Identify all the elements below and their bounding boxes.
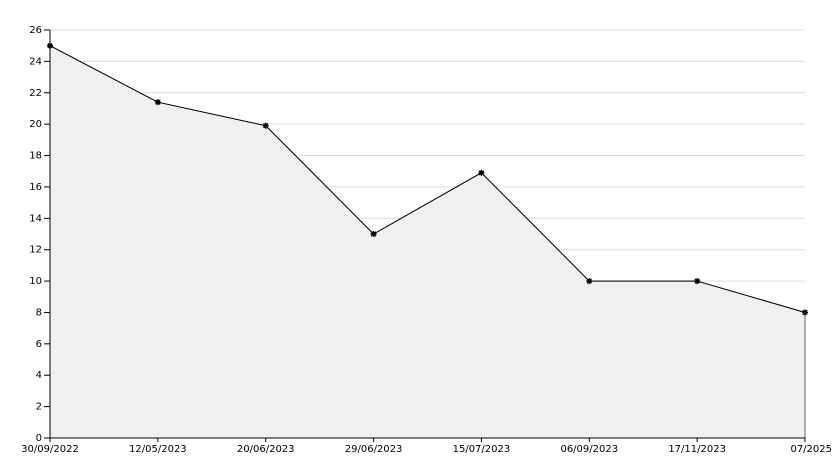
y-tick-label: 6 (36, 339, 42, 350)
area-fill (49, 45, 806, 439)
y-tick-label: 14 (29, 213, 42, 224)
x-tick-label: 06/09/2023 (560, 444, 618, 455)
x-tick-label: 07/2025 (790, 444, 832, 455)
point-marker (478, 169, 485, 176)
x-tick-label: 29/06/2023 (345, 444, 403, 455)
y-tick-label: 22 (29, 88, 42, 99)
x-tick-label: 12/05/2023 (129, 444, 187, 455)
x-tick-label: 20/06/2023 (237, 444, 295, 455)
y-tick-label: 24 (29, 56, 42, 67)
y-tick-label: 2 (36, 402, 42, 413)
point-marker (802, 309, 808, 316)
x-tick-label: 15/07/2023 (453, 444, 511, 455)
y-tick-label: 16 (29, 182, 42, 193)
y-tick-label: 8 (36, 307, 42, 318)
y-tick-label: 0 (36, 433, 42, 444)
y-tick-label: 18 (29, 151, 42, 162)
y-tick-label: 12 (29, 245, 42, 256)
x-tick-label: 17/11/2023 (668, 444, 726, 455)
point-marker (154, 99, 161, 106)
y-tick-label: 4 (36, 370, 42, 381)
y-tick-label: 10 (29, 276, 42, 287)
x-tick-label: 30/09/2022 (21, 444, 79, 455)
point-marker (694, 278, 701, 285)
point-marker (262, 122, 269, 129)
y-tick-label: 26 (29, 25, 42, 36)
y-tick-label: 20 (29, 119, 42, 130)
point-marker (586, 278, 593, 285)
line (49, 45, 806, 313)
point-marker (370, 231, 377, 237)
